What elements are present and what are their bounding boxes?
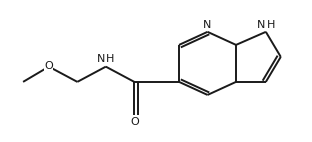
Text: N: N [257,20,265,30]
Text: O: O [130,117,139,127]
Text: O: O [45,61,53,71]
Text: H: H [106,55,115,64]
Text: N: N [203,20,212,30]
Text: H: H [266,20,275,30]
Text: N: N [97,55,105,64]
